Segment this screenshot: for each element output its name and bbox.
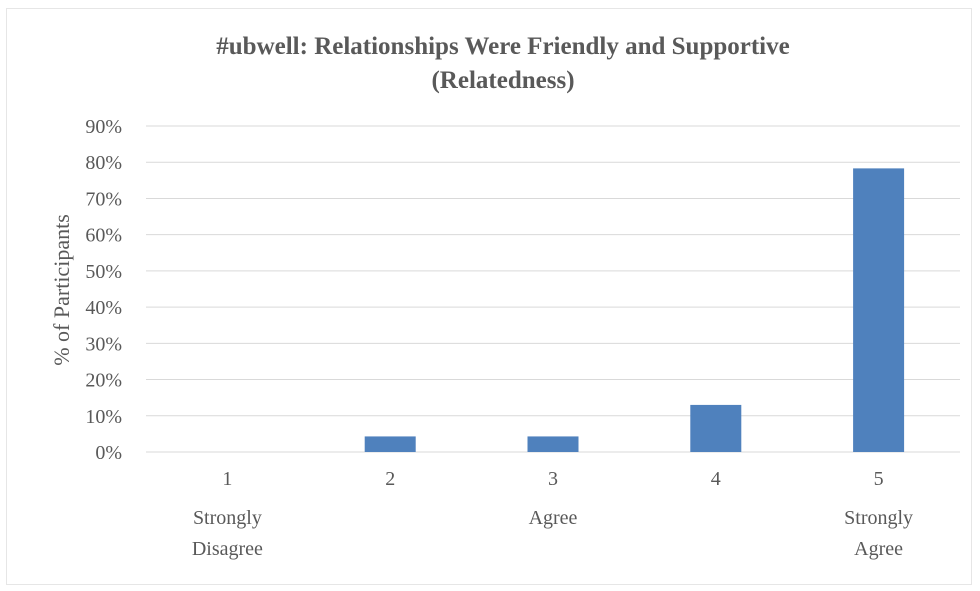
y-tick-label: 30% bbox=[85, 333, 122, 355]
x-tick-label: 1 bbox=[222, 468, 232, 490]
chart-title-line-2: (Relatedness) bbox=[431, 67, 574, 94]
x-category-sublabel: Strongly bbox=[193, 507, 262, 529]
x-category-sublabel: Strongly bbox=[844, 507, 913, 529]
x-tick-label: 2 bbox=[385, 468, 395, 490]
bar bbox=[527, 436, 579, 452]
chart-title-line-1: #ubwell: Relationships Were Friendly and… bbox=[216, 33, 789, 60]
x-tick-label: 3 bbox=[548, 468, 558, 490]
bar bbox=[364, 436, 416, 452]
x-tick-label: 5 bbox=[874, 468, 884, 490]
y-axis-ticks: 0% 10% 20% 30% 40% 50% 60% 70% 80% 90% bbox=[85, 116, 122, 464]
bar bbox=[853, 168, 905, 452]
x-category-sublabel: Agree bbox=[854, 538, 903, 560]
y-tick-label: 80% bbox=[85, 152, 122, 174]
chart-frame bbox=[6, 8, 972, 585]
y-tick-label: 90% bbox=[85, 116, 122, 138]
y-tick-label: 10% bbox=[85, 406, 122, 428]
y-tick-label: 0% bbox=[95, 442, 122, 464]
y-tick-label: 70% bbox=[85, 188, 122, 210]
x-category-sublabel: Disagree bbox=[192, 538, 263, 560]
x-axis-ticks: 1 Strongly Disagree 2 3 Agree 4 5 Strongly Agree bbox=[192, 468, 913, 560]
x-tick-label: 4 bbox=[711, 468, 721, 490]
y-tick-label: 20% bbox=[85, 370, 122, 392]
y-tick-label: 50% bbox=[85, 261, 122, 283]
gridlines bbox=[146, 125, 960, 453]
x-category-sublabel: Agree bbox=[529, 507, 578, 529]
y-tick-label: 40% bbox=[85, 297, 122, 319]
bars bbox=[364, 168, 905, 452]
y-tick-label: 60% bbox=[85, 225, 122, 247]
bar bbox=[690, 404, 742, 452]
y-axis-label: % of Participants bbox=[49, 214, 74, 366]
